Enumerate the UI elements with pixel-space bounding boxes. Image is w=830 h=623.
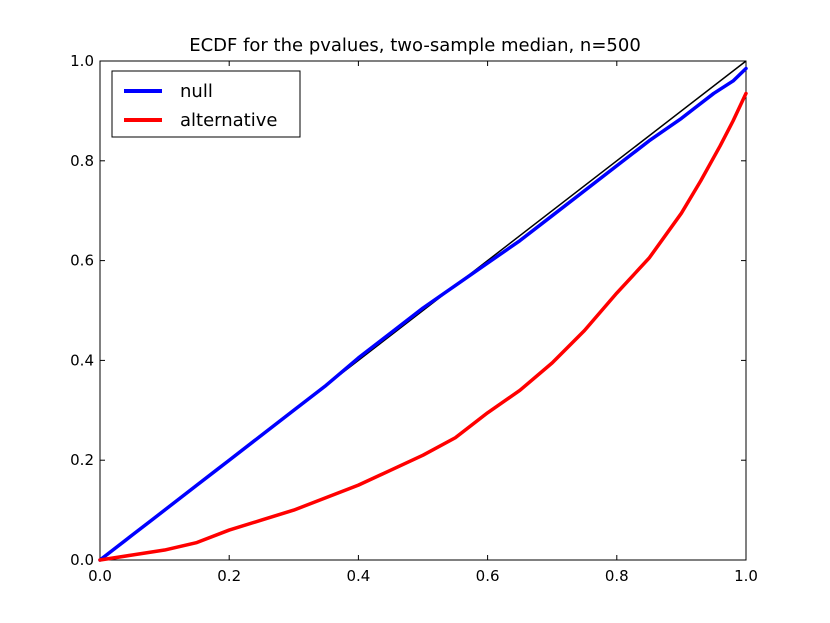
x-tick-label: 1.0 (734, 567, 758, 585)
x-tick-label: 0.2 (217, 567, 241, 585)
plot-series (98, 60, 748, 562)
x-tick-label: 0.8 (605, 567, 629, 585)
axes: 0.0 0.2 0.4 0.6 0.8 1.0 0.0 0.2 0.4 0.6 0.8 1.0 (70, 52, 758, 585)
y-tick-label: 0.4 (70, 351, 94, 369)
series-line-alternative (98, 91, 748, 562)
series-line-null (98, 66, 748, 562)
y-tick-label: 0.8 (70, 152, 94, 170)
y-tick-label: 1.0 (70, 52, 94, 70)
legend-label-alternative: alternative (180, 110, 277, 131)
y-tick-label: 0.2 (70, 451, 94, 469)
x-tick-label: 0.6 (476, 567, 500, 585)
y-tick-label: 0.0 (70, 551, 94, 569)
x-tick-label: 0.4 (346, 567, 370, 585)
legend-box (111, 70, 301, 138)
x-tick-label: 0.0 (88, 567, 112, 585)
legend: null alternative (111, 70, 301, 138)
plot-frame (99, 60, 747, 561)
y-tick-label: 0.6 (70, 252, 94, 270)
chart-title: ECDF for the pvalues, two-sample median,… (189, 35, 641, 56)
legend-label-null: null (180, 81, 213, 102)
